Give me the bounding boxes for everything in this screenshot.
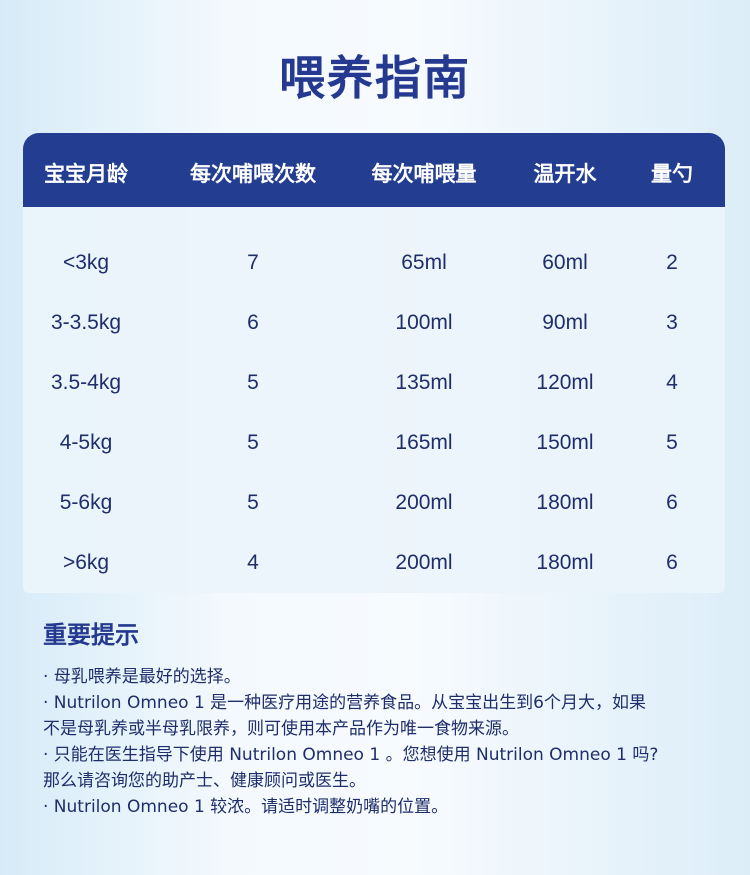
table-row: 3-3.5kg 6 100ml 90ml 3 [23,303,725,343]
table-cell: 6 [247,311,259,334]
page-title: 喂养指南 [279,51,471,105]
table-row: 5-6kg 5 200ml 180ml 6 [23,483,725,523]
table-cell: 7 [247,251,259,274]
table-cell: 5 [247,491,259,514]
column-header: 温开水 [533,162,597,186]
table-cell: 180ml [536,551,594,574]
table-cell: 5 [247,371,259,394]
table-cell: 165ml [395,431,453,454]
table-cell: 6 [666,491,678,514]
table-header: 宝宝月龄 每次哺喂次数 每次哺喂量 温开水 量勺 [23,133,725,207]
table-cell: 6 [666,551,678,574]
table-cell: 5 [666,431,678,454]
note-line: · 只能在医生指导下使用 Nutrilon Omneo 1 。您想使用 Nutr… [43,745,659,765]
table-cell: 3-3.5kg [50,311,122,334]
table-cell: 3 [666,311,678,334]
note-line: · Nutrilon Omneo 1 较浓。请适时调整奶嘴的位置。 [43,797,449,817]
note-line: · 母乳喂养是最好的选择。 [43,667,241,687]
table-cell: 65ml [401,251,447,274]
notes-heading: 重要提示 [43,621,139,649]
table-cell: 60ml [542,251,588,274]
table-cell: 120ml [536,371,594,394]
table-cell: 5-6kg [59,491,113,514]
column-header: 宝宝月龄 [44,162,128,186]
table-cell: 200ml [395,491,453,514]
column-header: 每次哺喂量 [371,162,477,186]
table-cell: 4-5kg [59,431,113,454]
feeding-table: 宝宝月龄 每次哺喂次数 每次哺喂量 温开水 量勺 <3kg 7 65ml 60ml 2 3-3.5… [23,133,725,593]
table-cell: 2 [666,251,678,274]
table-cell: 4 [247,551,259,574]
table-row: <3kg 7 65ml 60ml 2 [23,243,725,283]
table-cell: 150ml [536,431,594,454]
table-cell: 3.5-4kg [50,371,122,394]
column-header: 每次哺喂次数 [190,162,316,186]
note-line: 不是母乳养或半母乳限养，则可使用本产品作为唯一食物来源。 [43,719,519,739]
important-notes: 重要提示 · 母乳喂养是最好的选择。 · Nutrilon Omneo 1 是一种… [43,615,723,820]
table-cell: 4 [666,371,678,394]
table-cell: 180ml [536,491,594,514]
note-line: · Nutrilon Omneo 1 是一种医疗用途的营养食品。从宝宝出生到6个… [43,693,646,713]
table-cell: 135ml [395,371,453,394]
table-row: 3.5-4kg 5 135ml 120ml 4 [23,363,725,403]
column-header: 量勺 [651,162,693,186]
note-line: 那么请咨询您的助产士、健康顾问或医生。 [43,771,366,791]
table-cell: 200ml [395,551,453,574]
table-cell: <3kg [62,251,110,274]
table-cell: >6kg [62,551,110,574]
table-cell: 90ml [542,311,588,334]
table-cell: 100ml [395,311,453,334]
table-row: >6kg 4 200ml 180ml 6 [23,543,725,583]
table-row: 4-5kg 5 165ml 150ml 5 [23,423,725,463]
table-cell: 5 [247,431,259,454]
